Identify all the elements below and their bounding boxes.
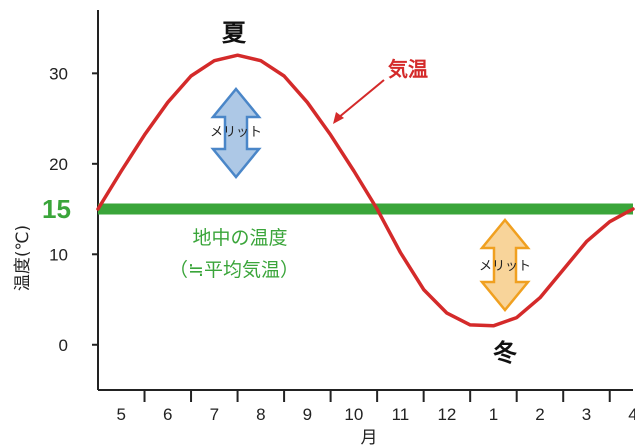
y-tick-label: 0 <box>59 336 68 355</box>
x-tick-label: 12 <box>437 405 456 424</box>
x-tick-label: 9 <box>303 405 312 424</box>
series-label-pointer-head <box>333 112 344 124</box>
y-tick-label: 20 <box>49 155 68 174</box>
reference-label-line2: （≒平均気温） <box>169 259 299 281</box>
x-tick-label: 11 <box>392 405 410 424</box>
x-tick-label: 6 <box>163 405 172 424</box>
series-label-kion: 気温 <box>388 57 428 81</box>
x-tick-label: 7 <box>210 405 219 424</box>
x-tick-label: 3 <box>582 405 591 424</box>
y-tick-label: 30 <box>49 64 68 83</box>
reference-label-line1: 地中の温度 <box>192 227 287 249</box>
winter-label: 冬 <box>493 339 517 367</box>
series-label-pointer <box>337 79 385 119</box>
x-tick-label: 8 <box>256 405 265 424</box>
merit-label-winter: メリット <box>479 259 531 274</box>
reference-value-label: 15 <box>42 194 71 224</box>
series-group <box>96 53 635 328</box>
x-tick-label: 4 <box>628 405 635 424</box>
y-tick-label: 10 <box>49 245 68 264</box>
merit-arrow-winter <box>479 218 531 312</box>
x-tick-label: 10 <box>344 405 363 424</box>
y-axis-title: 温度(℃) <box>13 225 33 291</box>
x-tick-label: 2 <box>535 405 544 424</box>
series-line-0 <box>96 53 635 328</box>
x-tick-label: 5 <box>117 405 126 424</box>
merit-label-summer: メリット <box>210 125 262 140</box>
summer-label: 夏 <box>222 19 247 47</box>
x-axis-title: 月 <box>361 428 378 448</box>
x-tick-label: 1 <box>489 405 498 424</box>
merit-arrow-summer <box>210 87 262 179</box>
